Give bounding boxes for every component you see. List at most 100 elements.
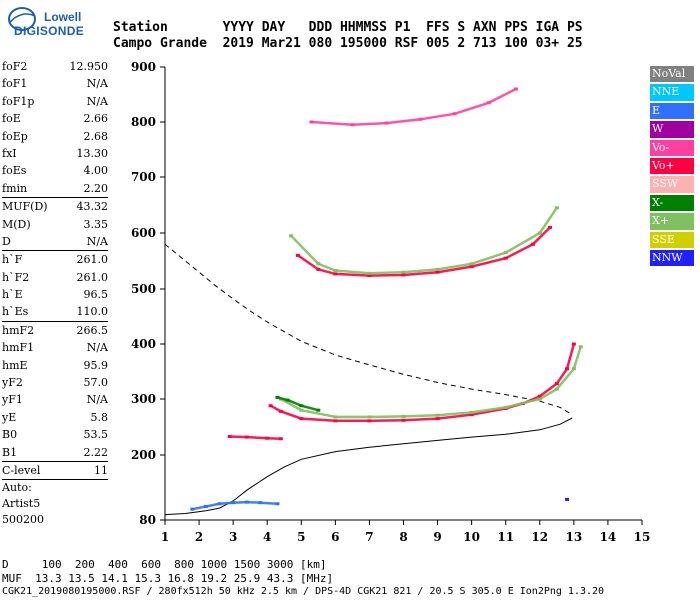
- x-tick-label: 9: [433, 530, 441, 544]
- point-e: [203, 504, 208, 508]
- point-x-: [554, 387, 559, 391]
- legend-nne: NNE: [650, 84, 694, 101]
- legend-nnw: NNW: [650, 249, 694, 267]
- logo-line2: DIGISONDE: [14, 24, 85, 38]
- autoscale-line3: 500200: [2, 513, 44, 527]
- param-row: foEs 4.00: [2, 162, 108, 179]
- param-value: 2.66: [83, 112, 109, 126]
- param-value: 95.9: [83, 358, 109, 372]
- point-vo-: [268, 404, 273, 408]
- param-separator: [2, 320, 108, 322]
- logo-line1: Lowell: [44, 10, 82, 24]
- param-value: 2.68: [83, 129, 109, 143]
- y-tick-label: 400: [131, 337, 156, 351]
- trace-vo-3f: [311, 87, 517, 127]
- globe-icon: [8, 7, 36, 31]
- y-tick-label: 500: [131, 282, 156, 296]
- param-key: hmF1: [2, 341, 35, 355]
- param-key: MUF(D): [2, 200, 48, 214]
- param-key: foF1: [2, 77, 28, 91]
- param-key: h`Es: [2, 305, 29, 319]
- point-vo-3f: [309, 120, 314, 124]
- param-key: h`F2: [2, 270, 30, 284]
- param-separator: [2, 479, 108, 481]
- param-value: N/A: [86, 94, 108, 108]
- param-key: C-level: [2, 463, 41, 477]
- param-value: 96.5: [83, 288, 109, 302]
- point-vo-3f: [384, 121, 389, 125]
- point-x-: [275, 395, 280, 399]
- param-key: fmin: [2, 181, 28, 195]
- param-key: yF1: [2, 393, 23, 407]
- point-x-: [537, 397, 542, 401]
- point-x-2f: [435, 267, 440, 271]
- point-e: [258, 501, 263, 505]
- point-vo-2f: [435, 270, 440, 274]
- y-tick-label: 200: [131, 448, 156, 462]
- legend-sse: SSE: [650, 231, 694, 248]
- point-vo-2f: [548, 225, 553, 229]
- muf-row: MUF 13.3 13.5 14.1 15.3 16.8 19.2 25.9 4…: [2, 572, 334, 585]
- trace-x-: [277, 396, 319, 412]
- station-header: Station YYYY DAY DDD HHMMSS P1 FFS S AXN…: [113, 20, 583, 52]
- param-value: 2.22: [83, 445, 109, 459]
- point-x-: [571, 367, 576, 371]
- param-value: 43.32: [76, 200, 109, 214]
- point-vo-3f: [418, 117, 423, 121]
- param-row: MUF(D) 43.32: [2, 198, 108, 215]
- param-key: yF2: [2, 376, 23, 390]
- x-tick-label: 15: [634, 530, 651, 544]
- point-x-: [299, 408, 304, 412]
- legend-e: E: [650, 102, 694, 120]
- point-e: [275, 502, 280, 506]
- trace-vo-: [269, 343, 576, 423]
- point-vo-3f: [350, 123, 355, 127]
- param-key: hmE: [2, 358, 28, 372]
- point-x-2f: [316, 262, 321, 266]
- point-e: [190, 507, 195, 511]
- point-x-: [578, 345, 583, 349]
- param-key: foE: [2, 112, 21, 126]
- trace-es: [229, 435, 281, 441]
- trace-x-2f: [290, 207, 558, 275]
- legend-x-: X-: [650, 194, 694, 212]
- point-vo-2f: [503, 256, 508, 260]
- param-row: yF2 57.0: [2, 374, 108, 391]
- point-vo-: [367, 419, 372, 423]
- point-vo-: [333, 419, 338, 423]
- electron-density-profile: [164, 417, 573, 516]
- x-tick-label: 7: [365, 530, 373, 544]
- point-x-: [367, 415, 372, 419]
- autoscale-line1: Auto:: [2, 481, 32, 495]
- param-key: B0: [2, 428, 18, 442]
- point-vo-: [537, 394, 542, 398]
- point-vo-: [401, 418, 406, 422]
- param-value: 13.30: [76, 146, 109, 160]
- param-row: h`Es 110.0: [2, 303, 108, 320]
- param-key: hmF2: [2, 323, 35, 337]
- x-tick-label: 12: [531, 530, 548, 544]
- param-key: fxI: [2, 146, 17, 160]
- param-key: h`E: [2, 288, 23, 302]
- digisonde-logo: Lowell DIGISONDE: [6, 4, 98, 44]
- param-row: hmE 95.9: [2, 357, 108, 374]
- point-x-: [333, 415, 338, 419]
- param-row: yE 5.8: [2, 409, 108, 426]
- point-vo-: [278, 409, 283, 413]
- param-row: foE 2.66: [2, 110, 108, 127]
- param-key: M(D): [2, 217, 31, 231]
- x-tick-label: 10: [463, 530, 480, 544]
- param-row: fmin 2.20: [2, 180, 108, 197]
- x-tick-label: 8: [399, 530, 407, 544]
- param-separator: [2, 197, 108, 199]
- point-x-: [401, 414, 406, 418]
- param-row: B1 2.22: [2, 444, 108, 461]
- point-vo-: [299, 417, 304, 421]
- point-es: [227, 435, 232, 439]
- legend-noval: NoVal: [650, 66, 694, 83]
- point-x-2f: [401, 270, 406, 274]
- param-value: 261.0: [76, 253, 109, 267]
- point-vo-2f: [316, 267, 321, 271]
- point-vo-3f: [513, 87, 518, 91]
- param-key: B1: [2, 445, 18, 459]
